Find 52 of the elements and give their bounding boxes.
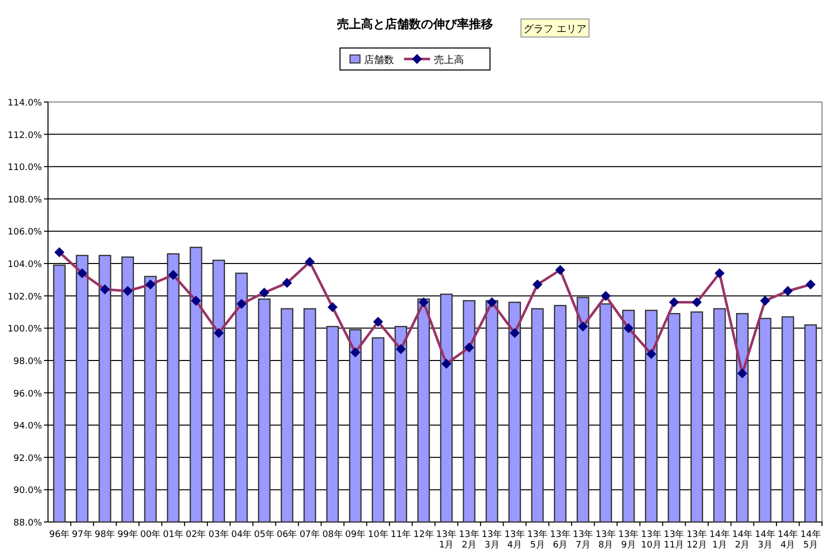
x-tick-label: 13年 10月 [641,529,662,550]
y-tick-label: 88.0% [13,518,42,528]
x-tick-label: 09年 [345,529,366,540]
x-tick-label: 13年 3月 [482,529,502,550]
x-tick-label: 04年 [231,529,252,540]
x-tick-label: 13年 5月 [527,529,548,550]
y-tick-label: 106.0% [8,228,42,238]
x-tick-label: 98年 [94,529,116,540]
x-tick-label: 00年 [140,529,161,540]
x-tick-label: 14年 5月 [800,529,821,550]
y-tick-label: 110.0% [8,163,42,174]
x-tick-label: 13年 11月 [664,529,684,550]
y-tick-label: 112.0% [8,130,42,141]
x-tick-label: 14年 4月 [778,529,798,550]
x-tick-label: 05年 [254,529,274,540]
x-tick-label: 13年 7月 [572,529,594,550]
x-tick-label: 13年 6月 [550,529,570,550]
y-tick-label: 94.0% [13,422,42,432]
x-tick-label: 06年 [276,529,298,540]
y-tick-label: 92.0% [13,454,42,464]
y-tick-label: 96.0% [13,389,42,400]
y-tick-label: 114.0% [8,98,42,108]
x-tick-label: 14年 2月 [732,529,753,550]
text: グラフ エリア [523,24,587,35]
chart-title: 売上高と店舗数の伸び率推移 [337,17,493,31]
x-tick-label: 13年 2月 [458,529,480,550]
x-tick-label: 13年 12月 [686,529,708,550]
x-tick-label: 97年 [72,529,92,540]
y-tick-label: 90.0% [13,486,42,496]
x-tick-label: 11年 [390,529,412,540]
x-tick-label: 02年 [186,529,206,540]
x-tick-label: 14年 1月 [709,529,730,550]
y-tick-label: 102.0% [8,292,42,302]
legend-label: 店舗数 [364,54,394,66]
y-tick-label: 108.0% [8,195,42,206]
x-tick-label: 01年 [162,529,184,540]
x-tick-label: 13年 1月 [436,529,457,550]
x-tick-label: 14年 3月 [754,529,776,550]
y-tick-label: 98.0% [13,356,42,367]
x-tick-label: 13年 4月 [504,529,525,550]
x-tick-label: 07年 [300,529,320,540]
x-tick-label: 13年 8月 [596,529,616,550]
y-tick-label: 104.0% [8,260,42,270]
y-tick-label: 100.0% [8,324,42,335]
x-tick-label: 13年 9月 [618,529,639,550]
legend-label: 売上高 [434,54,464,66]
x-tick-label: 08年 [322,529,343,540]
x-tick-label: 96年 [49,529,70,540]
x-tick-label: 03年 [208,529,229,540]
x-tick-label: 12年 [413,529,434,540]
x-tick-label: 10年 [368,529,388,540]
x-tick-label: 99年 [117,529,138,540]
